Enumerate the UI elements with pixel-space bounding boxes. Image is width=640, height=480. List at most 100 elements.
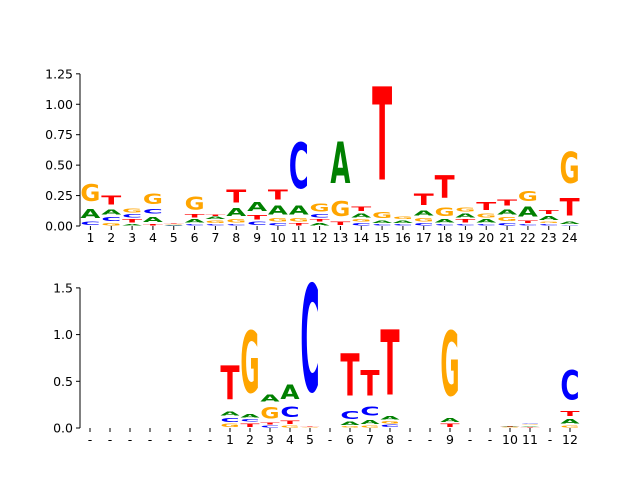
logo-letter-A: A: [268, 203, 288, 218]
logo-letter-C: C: [260, 425, 279, 428]
logo-letter-A: A: [380, 416, 400, 420]
logo-letter-T: T: [539, 209, 560, 215]
logo-letter-A: A: [101, 208, 121, 216]
logo-letter-T: T: [280, 420, 300, 425]
x-tick-label: 7: [211, 230, 219, 245]
logo-letter-C: C: [372, 224, 392, 226]
logo-letter-A: A: [414, 209, 434, 217]
logo-letter-G: G: [520, 424, 539, 425]
x-tick-label: -: [488, 432, 493, 447]
x-tick-label: -: [188, 432, 193, 447]
y-tick-label: 0.0: [53, 421, 73, 436]
x-tick-label: 1: [226, 432, 234, 447]
x-tick-label: 12: [312, 230, 328, 245]
x-tick-label: 16: [395, 230, 411, 245]
x-tick-label: -: [168, 432, 173, 447]
logo-letter-A: A: [289, 203, 309, 218]
logo-letter-C: C: [280, 403, 299, 420]
x-tick-label: 3: [128, 230, 136, 245]
logo-letter-T: T: [289, 222, 310, 226]
logo-letter-A: A: [220, 410, 239, 417]
logo-letter-A: A: [440, 417, 459, 424]
logo-letter-C: C: [164, 225, 184, 226]
logo-letter-A: A: [330, 131, 350, 197]
logo-letter-C: C: [80, 221, 100, 226]
logo-letter-C: C: [455, 224, 475, 226]
logo-letter-A: A: [520, 425, 540, 426]
logo-letter-G: G: [260, 403, 279, 422]
logo-letter-G: G: [476, 213, 496, 219]
logo-letter-T: T: [164, 224, 185, 225]
logo-letter-T: T: [497, 198, 517, 208]
x-tick-label: 9: [253, 230, 261, 245]
logo-letter-T: T: [240, 422, 260, 428]
logo-letter-T: T: [143, 224, 164, 226]
x-tick-label: -: [548, 432, 553, 447]
x-tick-label: -: [428, 432, 433, 447]
logo-letter-A: A: [80, 206, 100, 221]
logo-letter-T: T: [122, 219, 143, 224]
logo-letter-A: A: [164, 225, 185, 226]
y-tick-label: 0.25: [45, 188, 73, 203]
x-tick-label: 22: [520, 230, 536, 245]
logo-letter-G: G: [205, 220, 225, 224]
logo-letter-T: T: [340, 342, 359, 409]
logo-letter-G: G: [360, 425, 379, 428]
logo-letter-T: T: [226, 186, 247, 206]
logo-letter-G: G: [300, 427, 319, 428]
logo-letter-A: A: [435, 219, 456, 224]
y-tick-label: 0.5: [53, 374, 73, 389]
logo-letter-T: T: [455, 219, 476, 224]
logo-letter-A: A: [560, 221, 581, 225]
logo-letter-G: G: [497, 217, 517, 223]
logo-letter-A: A: [310, 223, 331, 227]
logo-letter-C: C: [205, 224, 225, 226]
logo-letter-C: C: [240, 419, 259, 423]
logo-letter-C: C: [435, 224, 455, 226]
x-tick-label: 1: [86, 230, 94, 245]
y-tick-label: 1.25: [45, 66, 73, 81]
logo-letter-G: G: [280, 425, 299, 428]
logo-letter-G: G: [340, 426, 359, 428]
x-tick-label: 11: [291, 230, 307, 245]
logo-letter-G: G: [560, 145, 580, 194]
logo-letter-C: C: [351, 222, 371, 226]
logo-letter-C: C: [560, 363, 579, 409]
logo-letter-G: G: [240, 314, 259, 414]
top-logo-panel: 0.000.250.500.751.001.251 2 3 4 5 6 7 8 9 10 11 12 1…: [45, 61, 580, 245]
x-tick-label: 17: [416, 230, 432, 245]
logo-letter-A: A: [393, 220, 414, 224]
x-tick-label: 6: [346, 432, 354, 447]
logo-letter-T: T: [260, 422, 280, 425]
x-tick-label: 2: [107, 230, 115, 245]
x-tick-label: 20: [478, 230, 494, 245]
x-tick-label: 14: [353, 230, 369, 245]
x-tick-label: 7: [366, 432, 374, 447]
logo-letter-T: T: [268, 188, 289, 203]
logo-letter-A: A: [372, 220, 393, 224]
bottom-logo-panel: 0.00.51.01.5- - - - - - -1 2 3 4 5-6 7 8- -9- -10 11-12…: [53, 254, 579, 447]
logo-letter-C: C: [380, 424, 399, 428]
logo-letter-A: A: [455, 213, 476, 219]
logo-letter-T: T: [476, 201, 496, 213]
logo-letter-G: G: [455, 207, 475, 213]
logo-letter-G: G: [351, 219, 371, 223]
logo-letter-A: A: [360, 419, 379, 426]
logo-letter-A: A: [247, 199, 267, 214]
logo-letter-C: C: [247, 221, 267, 226]
logo-letter-C: C: [340, 410, 359, 422]
logo-letter-C: C: [518, 224, 538, 226]
logo-letter-A: A: [185, 219, 206, 224]
x-tick-label: -: [88, 432, 93, 447]
logo-letter-G: G: [500, 427, 519, 428]
y-tick-label: 0.50: [45, 158, 73, 173]
logo-letter-C: C: [497, 222, 517, 226]
logo-letter-G: G: [80, 180, 100, 207]
logo-letter-A: A: [351, 213, 372, 219]
logo-letter-C: C: [268, 222, 288, 226]
logo-letter-C: C: [101, 216, 121, 222]
logo-letter-C: C: [143, 208, 163, 215]
logo-letter-G: G: [393, 216, 413, 220]
logo-letter-A: A: [143, 215, 163, 223]
